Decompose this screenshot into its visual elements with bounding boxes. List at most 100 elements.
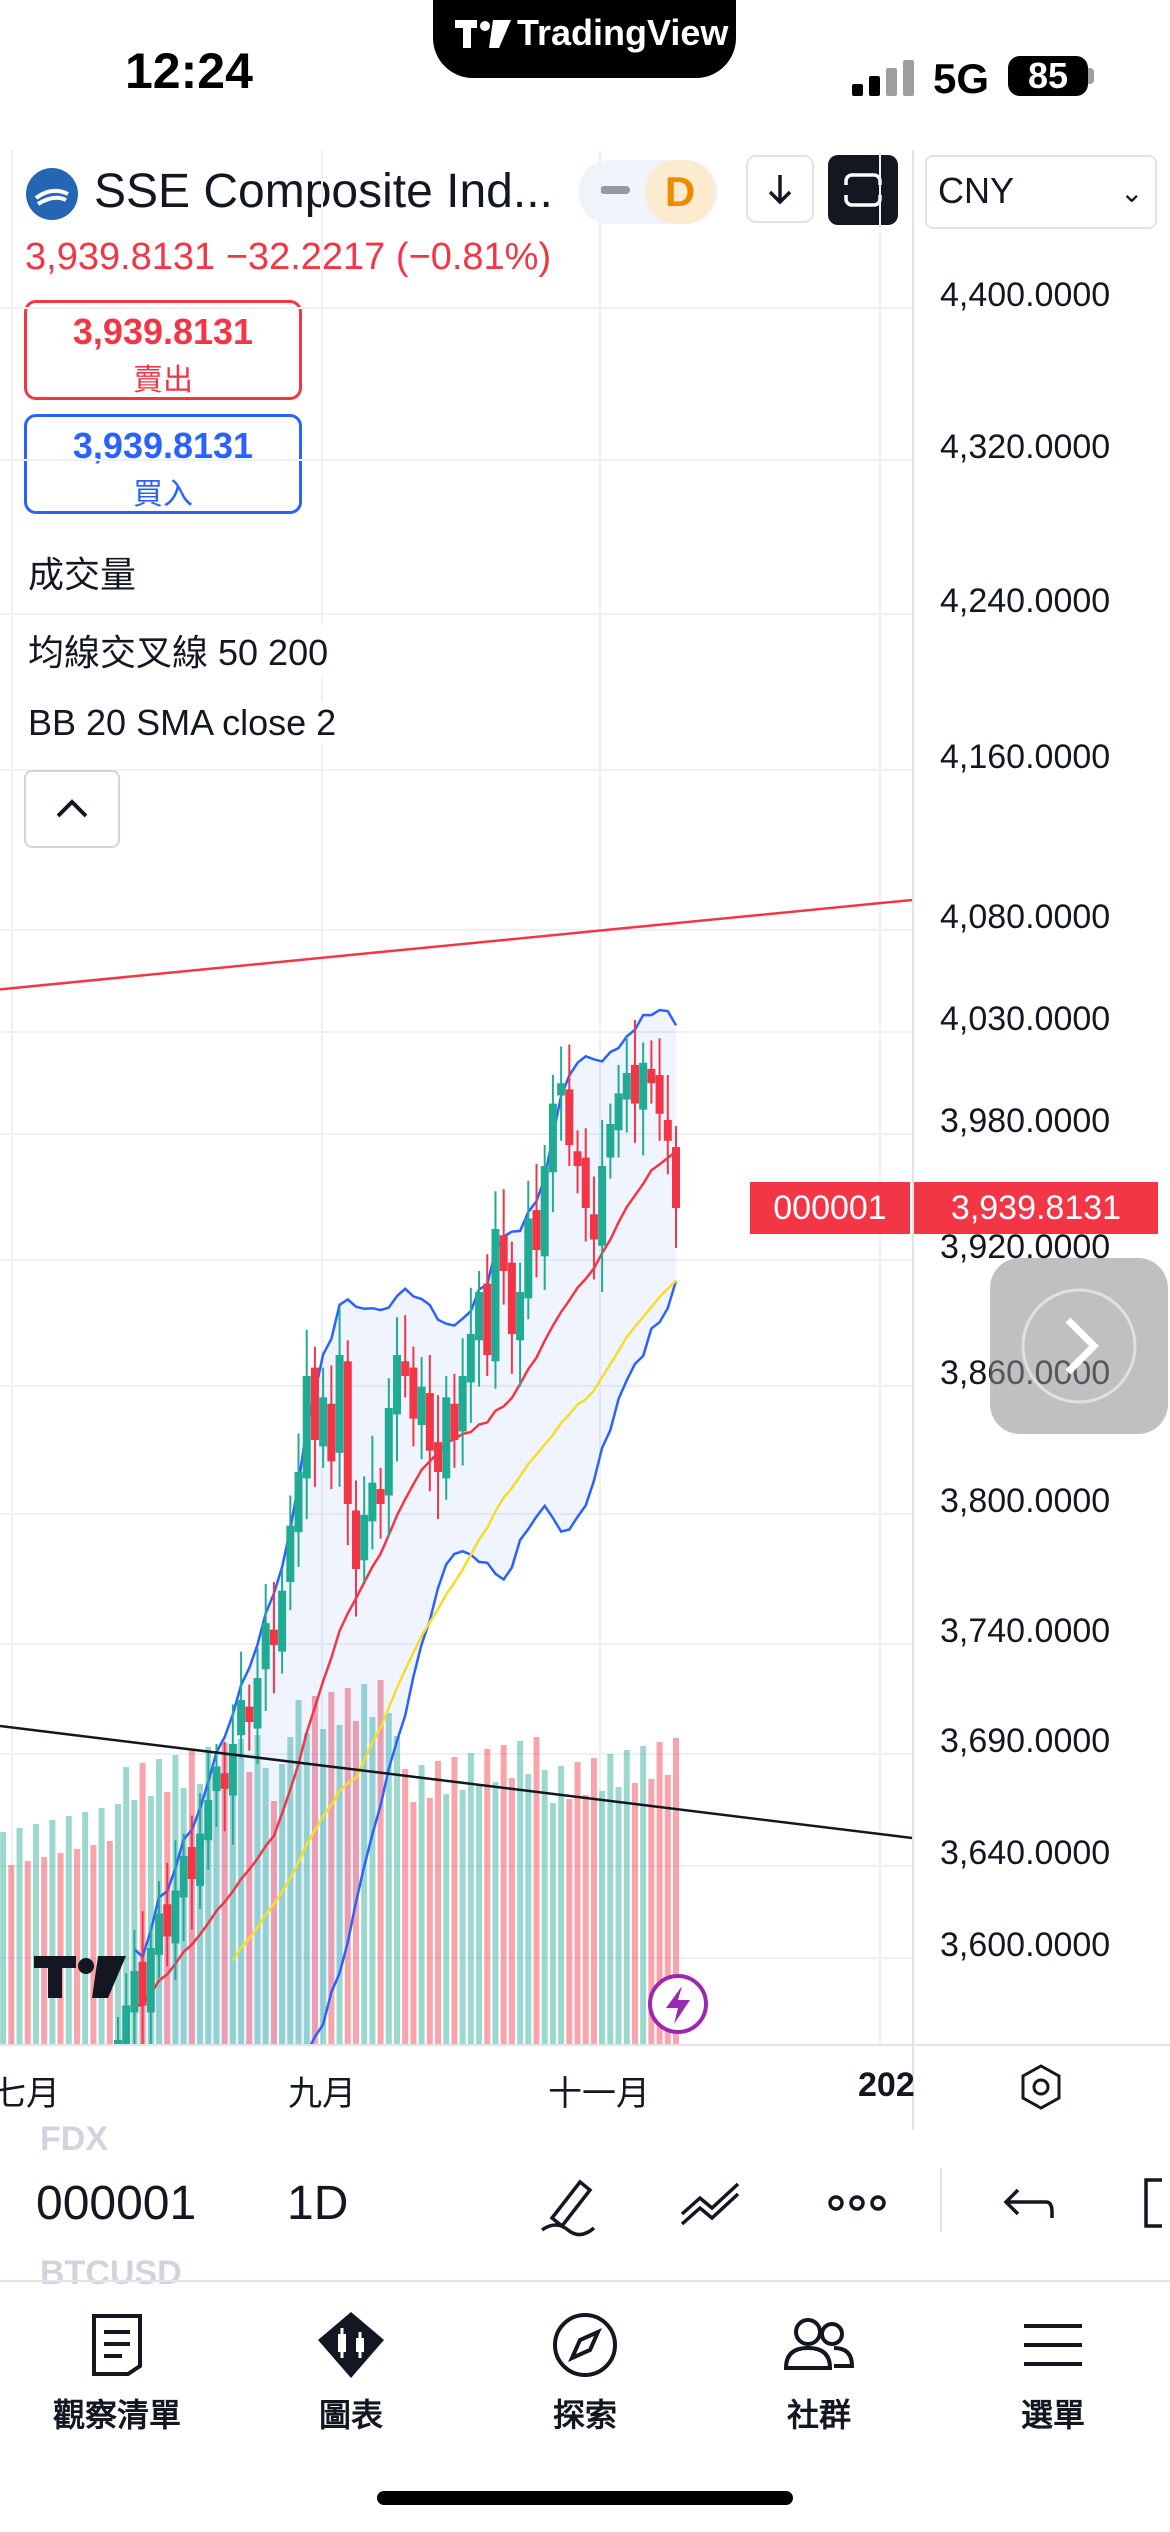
tab-explore[interactable]: 探索	[468, 2296, 702, 2446]
volume-bar	[525, 1774, 532, 2044]
candle-body	[310, 1367, 319, 1440]
tab-watchlist[interactable]: 觀察清單	[0, 2296, 234, 2446]
volume-bar	[320, 1729, 327, 2044]
candle-body	[466, 1334, 475, 1383]
candle-body	[630, 1064, 639, 1104]
tab-chart[interactable]: 圖表	[234, 2296, 468, 2446]
symbol-logo-icon[interactable]	[26, 168, 78, 220]
indicator-bollinger[interactable]: BB 20 SMA close 2	[28, 702, 337, 744]
candle-body	[425, 1393, 434, 1451]
volume-bar	[0, 1832, 7, 2044]
currency-value: CNY	[938, 170, 1015, 211]
time-axis-line	[0, 2044, 1170, 2046]
volume-bar	[295, 1700, 302, 2044]
price-axis-label: 3,980.0000	[940, 1102, 1111, 1140]
volume-bar	[41, 1857, 48, 2044]
candle-body	[360, 1514, 369, 1561]
indicator-ma-cross[interactable]: 均線交叉線 50 200	[28, 624, 329, 676]
volume-bar	[418, 1765, 425, 2044]
volume-bar	[435, 1761, 442, 2044]
bollinger-upper-line	[133, 1008, 678, 1959]
candle-body	[589, 1214, 598, 1240]
tab-label: 選單	[1020, 2397, 1085, 2433]
collapse-legend-button[interactable]	[24, 770, 120, 848]
price-axis-label: 4,080.0000	[940, 898, 1111, 936]
last-price-tag: 3,939.8131	[914, 1182, 1158, 1234]
price-axis-label: 3,640.0000	[940, 1834, 1111, 1872]
candle-body	[450, 1403, 459, 1440]
exchange-logo-icon	[34, 188, 69, 206]
tradingview-logo-icon	[455, 20, 511, 48]
currency-select[interactable]	[925, 155, 1157, 229]
volume-bar	[394, 1736, 400, 2044]
volume-bar	[270, 1801, 277, 2044]
candle-body	[171, 1890, 180, 1944]
bollinger-band-fill	[134, 1010, 676, 2044]
price-axis-label: 3,740.0000	[940, 1612, 1111, 1650]
candle-body	[409, 1367, 418, 1419]
undo-icon[interactable]	[990, 2168, 1060, 2238]
volume-bar	[131, 1800, 138, 2044]
candle-body	[622, 1073, 631, 1100]
network-type: 5G	[933, 55, 990, 102]
arrow-down-icon	[768, 175, 792, 205]
candle-body	[573, 1151, 582, 1166]
minus-icon[interactable]	[600, 186, 630, 194]
tab-label: 探索	[552, 2397, 617, 2433]
volume-bar	[32, 1824, 39, 2044]
candle-body	[155, 1913, 164, 1955]
candle-body	[524, 1218, 533, 1299]
toolbar-symbol-button[interactable]: 000001	[36, 2177, 197, 2230]
candle-body	[393, 1355, 401, 1415]
chart-settings-icon[interactable]	[1016, 2062, 1066, 2112]
volume-bar	[16, 1828, 23, 2044]
more-icon[interactable]	[822, 2168, 892, 2238]
candle-body	[261, 1623, 270, 1670]
candle-body	[532, 1210, 541, 1250]
volume-bar	[24, 1861, 31, 2044]
download-button[interactable]	[746, 155, 814, 223]
candle-body	[335, 1355, 344, 1453]
toolbar-interval-button[interactable]: 1D	[287, 2177, 349, 2230]
redo-icon[interactable]	[1134, 2168, 1170, 2238]
price-chart[interactable]	[0, 0, 912, 2044]
scroll-to-realtime-button[interactable]	[990, 1258, 1168, 1434]
candle-body	[376, 1489, 385, 1504]
buy-label: 買入	[133, 478, 193, 511]
tab-menu[interactable]: 選單	[936, 2296, 1170, 2446]
candle-body	[548, 1103, 557, 1173]
volume-bar	[582, 1795, 589, 2044]
fullscreen-button[interactable]	[828, 155, 898, 225]
candle-body	[598, 1166, 607, 1246]
trendline-tool-icon[interactable]	[676, 2168, 746, 2238]
lightning-icon[interactable]	[648, 1974, 708, 2034]
interval-button[interactable]: D	[645, 160, 715, 224]
menu-icon	[1024, 2324, 1082, 2366]
time-axis-label: 七月	[0, 2075, 60, 2113]
candle-body	[647, 1068, 656, 1084]
indicator-volume[interactable]: 成交量	[28, 546, 137, 598]
volume-bar	[533, 1737, 540, 2044]
sell-button[interactable]: 3,939.8131 賣出	[24, 300, 302, 400]
brush-icon[interactable]	[534, 2168, 604, 2238]
volume-bar	[467, 1753, 474, 2044]
time-axis-label: 202	[858, 2066, 915, 2104]
tab-community[interactable]: 社群	[702, 2296, 936, 2446]
dynamic-island: TradingView	[433, 0, 736, 78]
chart-icon	[318, 2312, 384, 2378]
price-axis-label: 4,030.0000	[940, 1000, 1111, 1038]
candle-body	[294, 1472, 303, 1533]
volume-bar	[229, 1776, 236, 2044]
volume-bar	[590, 1758, 597, 2044]
volume-bar	[8, 1865, 15, 2044]
candle-body	[343, 1361, 352, 1504]
volume-bar	[385, 1713, 392, 2044]
volume-bar	[336, 1725, 343, 2044]
bollinger-basis-line	[134, 1150, 677, 2007]
candle-body	[417, 1386, 426, 1426]
volume-bar	[377, 1680, 384, 2044]
candle-body	[614, 1093, 623, 1131]
volume-bar	[426, 1798, 433, 2044]
volume-bar	[566, 1799, 573, 2044]
symbol-name[interactable]: SSE Composite Ind...	[94, 165, 553, 218]
